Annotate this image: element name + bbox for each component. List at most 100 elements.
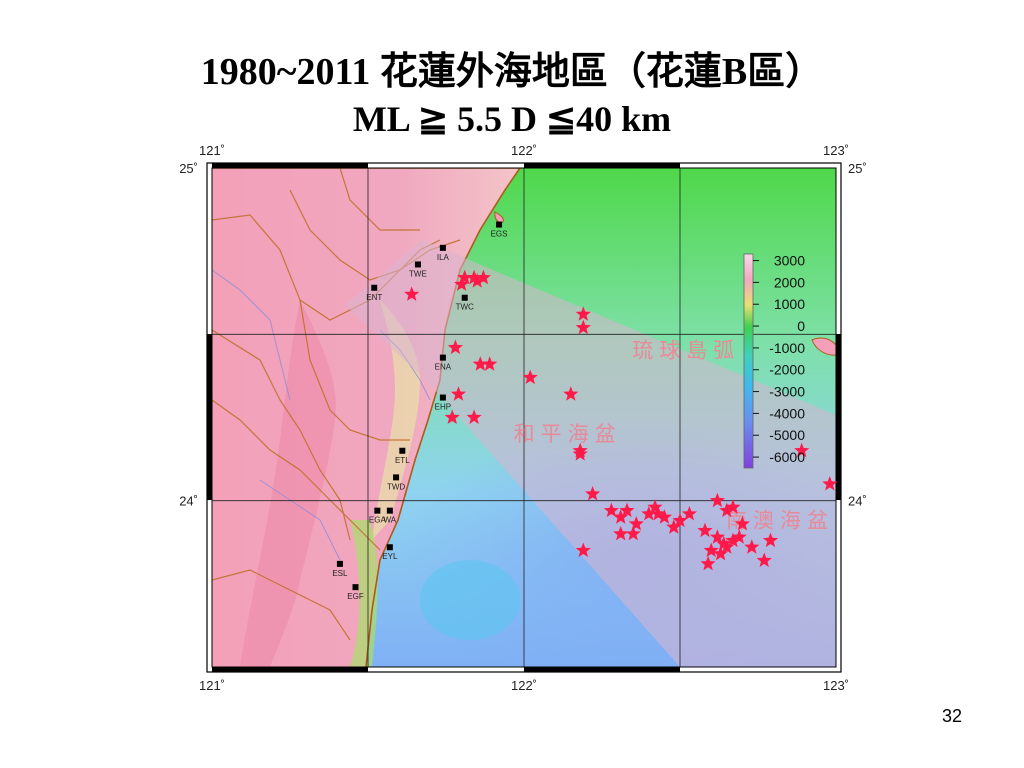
- station-label: ENT: [366, 293, 382, 302]
- station-label: TWD: [387, 482, 405, 491]
- lat-tick-label-right: 25˚: [848, 161, 867, 176]
- station-label: WA: [384, 516, 397, 525]
- colorbar-tick-label: -3000: [769, 384, 805, 400]
- station-marker: [386, 507, 393, 514]
- lon-tick-label-top: 122˚: [511, 143, 537, 158]
- station-label: EGF: [347, 592, 364, 601]
- lat-tick-label-left: 24˚: [179, 494, 198, 509]
- colorbar-tick-label: 2000: [774, 274, 805, 290]
- colorbar-tick-label: -2000: [769, 362, 805, 378]
- epicenter-star: [585, 486, 601, 501]
- epicenter-star: [734, 516, 750, 531]
- epicenter-star: [731, 529, 747, 544]
- epicenter-star: [603, 502, 619, 518]
- epicenter-star: [563, 386, 579, 401]
- epicenter-star: [647, 499, 663, 514]
- lon-tick-label-bottom: 122˚: [511, 678, 537, 693]
- elevation-colorbar: 3000 2000 1000 0 -1000 -2000 -3000 -4000 -5000 -6…: [743, 253, 805, 469]
- epicenter-star: [703, 542, 719, 557]
- colorbar-scale: [743, 253, 754, 469]
- station-marker: [496, 221, 503, 228]
- lon-tick-label-bottom: 123˚: [823, 678, 849, 693]
- epicenter-star: [762, 532, 779, 548]
- east-coast-lowland: [350, 520, 378, 667]
- epicenter-star: [681, 506, 697, 521]
- epicenter-star: [641, 506, 657, 521]
- epicenter-star: [650, 506, 666, 521]
- epicenter-star: [697, 522, 713, 538]
- station-label: ETL: [395, 456, 410, 465]
- axis-tick-labels: 121˚ 121˚ 122˚ 122˚ 123˚ 123˚ 25˚ 25˚ 24˚ 24˚: [179, 143, 867, 693]
- epicenter-star: [709, 529, 725, 544]
- epicenter-star: [457, 269, 473, 285]
- epicenter-star: [466, 409, 482, 424]
- station-marker: [386, 544, 393, 551]
- station-marker: [399, 447, 406, 454]
- colorbar-tick-label: 0: [797, 318, 805, 334]
- epicenter-star: [700, 555, 716, 571]
- map-canvas: [212, 168, 836, 667]
- epicenter-star: [725, 499, 741, 514]
- colorbar-tick-label: 1000: [774, 296, 805, 312]
- station-label: TWC: [456, 303, 474, 312]
- epicenters: [404, 269, 838, 571]
- colorbar-tick-label: 3000: [774, 253, 805, 269]
- station-label: EGS: [491, 230, 508, 239]
- station-marker: [439, 394, 446, 401]
- station-label: EGA: [369, 516, 387, 525]
- station-marker: [439, 354, 446, 361]
- epicenter-star: [672, 512, 688, 528]
- epicenter-star: [522, 369, 538, 385]
- yonaguni-island: [811, 337, 836, 356]
- epicenter-star: [472, 356, 488, 371]
- epicenter-star: [475, 269, 491, 285]
- epicenter-star: [625, 525, 641, 541]
- epicenter-star: [719, 539, 735, 554]
- epicenter-star: [719, 502, 735, 518]
- station-marker: [336, 560, 343, 567]
- colorbar-tick-label: -6000: [769, 449, 805, 465]
- lon-tick-label-top: 123˚: [823, 143, 849, 158]
- station-label: ESL: [332, 569, 348, 578]
- epicenter-star: [454, 276, 470, 291]
- station-marker: [374, 507, 381, 514]
- epicenter-star: [444, 409, 460, 424]
- epicenter-star: [628, 516, 644, 531]
- station-label: TWE: [409, 269, 427, 278]
- epicenter-star: [656, 509, 672, 524]
- study-area-zone: [345, 240, 836, 667]
- lon-tick-label-bottom: 121˚: [199, 678, 225, 693]
- region-label: 琉球島弧: [632, 339, 740, 363]
- colorbar-tick-label: -4000: [769, 405, 805, 421]
- region-label: 和平海盆: [514, 422, 622, 446]
- epicenter-star: [469, 273, 485, 288]
- epicenter-star: [447, 339, 463, 355]
- epicenter-star: [450, 386, 467, 401]
- epicenter-star: [713, 545, 729, 561]
- epicenter-star: [613, 525, 629, 541]
- epicenter-star: [575, 306, 591, 321]
- epicenter-star: [725, 532, 741, 548]
- station-marker: [461, 294, 468, 301]
- slide-title-line2: ML ≧ 5.5 D ≦40 km: [352, 99, 672, 139]
- county-boundaries: [212, 168, 461, 641]
- map-frame: [206, 162, 842, 673]
- epicenter-star: [822, 476, 838, 491]
- guishan-island: [494, 211, 504, 223]
- epicenter-star: [716, 535, 732, 551]
- colorbar-tick-label: -1000: [769, 340, 805, 356]
- epicenter-star: [466, 269, 482, 285]
- station-label: EHP: [435, 403, 451, 412]
- epicenter-star: [666, 519, 682, 534]
- station-marker: [352, 584, 359, 591]
- epicenter-star: [613, 509, 629, 524]
- epicenter-star: [756, 552, 772, 567]
- station-label: ENA: [435, 363, 452, 372]
- epicenter-star: [744, 539, 760, 554]
- lat-tick-label-left: 25˚: [179, 161, 198, 176]
- epicenter-star: [404, 286, 420, 301]
- mountain-ridge: [240, 300, 336, 667]
- canyon-shading: [420, 560, 520, 640]
